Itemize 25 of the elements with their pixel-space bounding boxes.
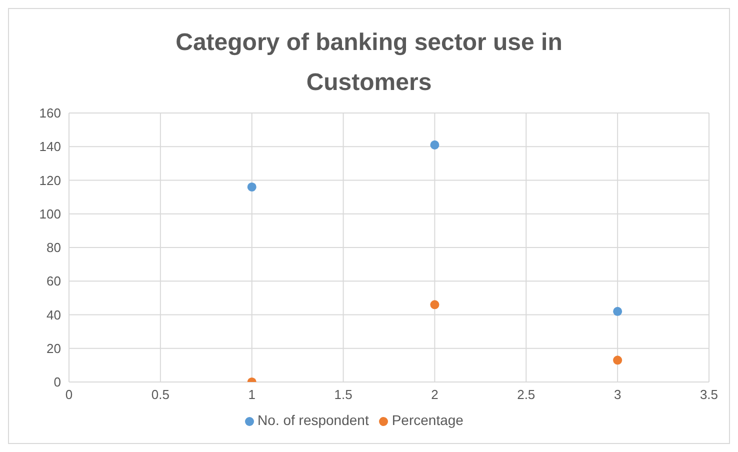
x-tick-label: 2 <box>431 387 438 402</box>
point <box>613 356 622 365</box>
y-tick-label: 100 <box>39 206 61 222</box>
y-tick-label: 40 <box>46 307 61 322</box>
point <box>247 182 256 192</box>
y-tick-label: 160 <box>39 106 61 121</box>
x-tick-label: 1.5 <box>334 387 352 402</box>
point <box>430 300 440 310</box>
x-tick-label: 0 <box>65 387 73 402</box>
y-tick-label: 80 <box>46 240 61 256</box>
legend-label: No. of respondent <box>258 412 369 428</box>
chart-title: Category of banking sector use in Customers <box>174 28 564 98</box>
y-tick-label: 0 <box>54 374 61 390</box>
point <box>430 140 440 150</box>
x-tick-label: 3 <box>614 387 622 402</box>
x-tick-label: 1 <box>248 387 256 402</box>
y-tick-label: 20 <box>46 340 61 356</box>
legend-label: Percentage <box>392 412 464 428</box>
x-tick-label: 3.5 <box>700 387 718 402</box>
point <box>613 306 622 316</box>
y-tick-label: 60 <box>46 274 61 289</box>
x-tick-label: 2.5 <box>517 387 536 402</box>
y-tick-label: 140 <box>39 139 61 154</box>
x-tick-label: 0.5 <box>151 387 170 402</box>
y-tick-label: 120 <box>39 172 61 188</box>
